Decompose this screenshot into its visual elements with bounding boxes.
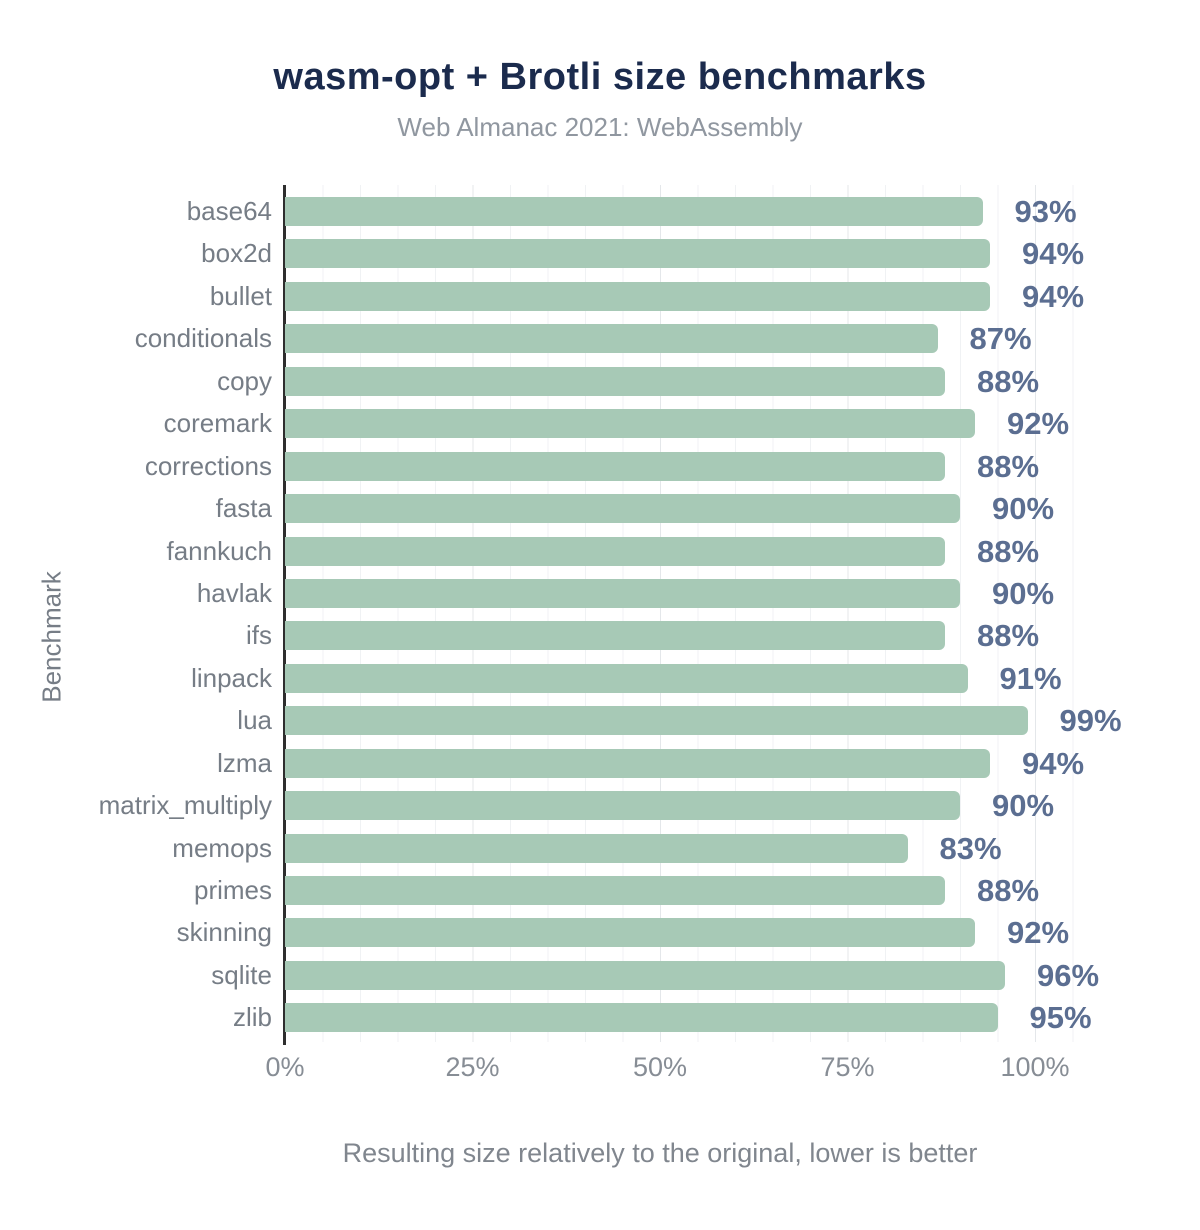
value-label: 93% (1014, 194, 1077, 229)
value-label: 90% (992, 575, 1055, 611)
bar-row: primes 88% (0, 873, 1200, 918)
x-axis-title: Resulting size relatively to the origina… (342, 1138, 978, 1168)
bar-row: lua 99% (0, 703, 1200, 748)
value-label: 92% (1007, 915, 1070, 951)
bar[interactable] (285, 1003, 998, 1033)
category-label: matrix_multiply (98, 790, 272, 821)
value-label: 94% (1022, 745, 1085, 781)
bar[interactable] (285, 239, 990, 269)
bar-row: base64 93% (0, 194, 1200, 239)
value-label: 95% (1029, 1000, 1092, 1036)
bar[interactable] (285, 706, 1028, 736)
bar[interactable] (285, 281, 990, 311)
bar[interactable] (285, 876, 945, 905)
bar[interactable] (285, 366, 945, 396)
value-label: 88% (977, 873, 1040, 908)
bar-row: matrix_multiply 90% (0, 788, 1200, 833)
bar[interactable] (285, 197, 983, 226)
x-tick-label: 0% (265, 1052, 305, 1082)
category-label: primes (193, 875, 272, 905)
category-label: bullet (209, 280, 272, 311)
value-label: 88% (977, 618, 1040, 654)
chart-title: wasm-opt + Brotli size benchmarks (273, 56, 927, 98)
value-label: 92% (1007, 406, 1070, 442)
category-label: zlib (232, 1002, 272, 1033)
category-label: box2d (201, 238, 272, 269)
x-tick-label: 25% (445, 1052, 500, 1082)
bar-row: corrections 88% (0, 448, 1200, 494)
category-label: conditionals (134, 323, 272, 354)
bar-row: ifs 88% (0, 618, 1200, 663)
bar-row: sqlite 96% (0, 957, 1200, 1003)
category-label: lua (237, 705, 272, 736)
value-label: 96% (1037, 957, 1100, 993)
bar-row: zlib 95% (0, 1000, 1200, 1045)
value-label: 88% (977, 448, 1040, 484)
value-label: 90% (992, 491, 1055, 527)
bar-row: linpack 91% (0, 660, 1200, 706)
category-label: sqlite (211, 959, 272, 990)
category-label: corrections (144, 450, 272, 481)
bar[interactable] (285, 451, 945, 481)
bar[interactable] (285, 663, 968, 693)
value-label: 91% (999, 660, 1062, 696)
bar[interactable] (285, 324, 938, 354)
category-label: linpack (191, 662, 272, 693)
bar[interactable] (285, 833, 908, 863)
bar[interactable] (285, 578, 960, 608)
category-label: base64 (186, 196, 272, 226)
bar-rows: base64 93% box2d 94% bullet 94% conditionals 87… (0, 194, 1200, 1046)
category-label: skinning (176, 917, 272, 948)
bar[interactable] (285, 536, 945, 566)
value-label: 99% (1059, 703, 1122, 739)
bar-row: conditionals 87% (0, 321, 1200, 366)
category-label: fasta (215, 493, 272, 524)
category-label: copy (217, 365, 272, 396)
bar-row: fasta 90% (0, 491, 1200, 536)
bar[interactable] (285, 409, 975, 439)
category-label: memops (172, 832, 272, 863)
y-axis-line (283, 185, 286, 1045)
x-tick-label: 75% (820, 1052, 875, 1082)
value-label: 88% (977, 363, 1040, 399)
bar-row: bullet 94% (0, 278, 1200, 324)
value-label: 83% (939, 830, 1002, 866)
bar-row: skinning 92% (0, 915, 1200, 960)
x-tick-label: 100% (1000, 1052, 1070, 1082)
chart-subtitle: Web Almanac 2021: WebAssembly (397, 112, 803, 142)
bar[interactable] (285, 791, 960, 821)
value-label: 94% (1022, 278, 1085, 314)
category-label: havlak (196, 577, 272, 608)
bar-row: lzma 94% (0, 745, 1200, 791)
bar-row: memops 83% (0, 830, 1200, 876)
bar-row: copy 88% (0, 363, 1200, 409)
bar[interactable] (285, 494, 960, 524)
bar[interactable] (285, 748, 990, 778)
value-label: 90% (992, 788, 1055, 824)
y-axis-title: Benchmark (36, 571, 67, 703)
x-axis-ticks: 0% 25% 50% 75% 100% (0, 1052, 1200, 1086)
value-label: 88% (977, 533, 1040, 569)
category-label: coremark (163, 408, 272, 439)
value-label: 94% (1022, 236, 1085, 272)
category-label: fannkuch (166, 535, 272, 566)
bar[interactable] (285, 918, 975, 948)
bar-row: havlak 90% (0, 575, 1200, 621)
x-tick-label: 50% (632, 1052, 688, 1082)
value-label: 87% (969, 321, 1032, 357)
bar[interactable] (285, 960, 1005, 990)
bar-row: fannkuch 88% (0, 533, 1200, 579)
category-label: lzma (217, 747, 272, 778)
bar-row: coremark 92% (0, 406, 1200, 451)
category-label: ifs (246, 620, 272, 651)
bar[interactable] (285, 621, 945, 651)
bar-row: box2d 94% (0, 236, 1200, 281)
